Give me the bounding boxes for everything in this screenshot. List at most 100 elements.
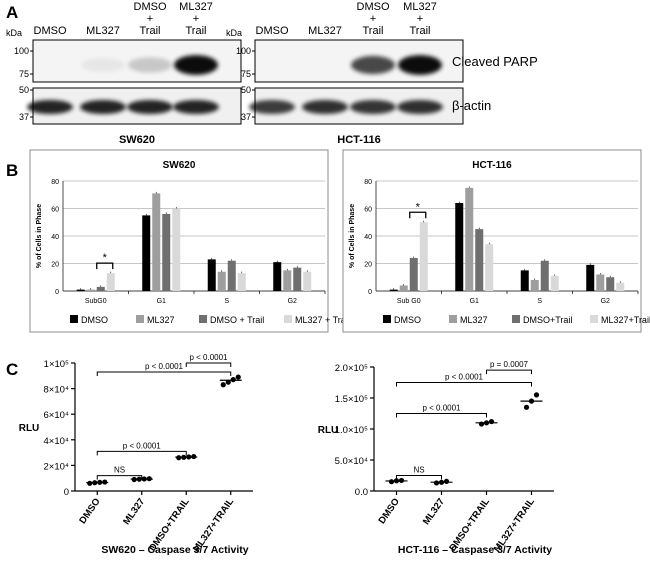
y-tick-label: 80	[364, 179, 372, 186]
legend-label: ML327+Trail	[601, 315, 650, 325]
bar	[273, 262, 282, 291]
actin-band	[27, 100, 73, 114]
bar	[76, 289, 85, 291]
lane-label: ML327	[308, 25, 342, 37]
significance-bracket	[409, 211, 427, 219]
bar	[152, 193, 161, 291]
bar	[303, 271, 312, 291]
chart-title: HCT-116	[472, 160, 512, 171]
legend-swatch	[199, 315, 207, 323]
actin-band	[397, 100, 443, 114]
actin-band	[249, 100, 295, 114]
legend-label: ML327	[147, 315, 175, 325]
bar	[389, 289, 398, 291]
data-point	[388, 479, 395, 485]
lane-label: DMSO	[134, 1, 167, 13]
parp-band	[351, 55, 395, 75]
bar	[96, 286, 105, 291]
legend-swatch	[512, 315, 520, 323]
legend-swatch	[449, 315, 457, 323]
x-tick-label: SubG0	[85, 298, 107, 305]
legend-label: ML327	[460, 315, 488, 325]
x-tick-label: G1	[157, 298, 166, 305]
legend-swatch	[70, 315, 78, 323]
y-tick-label: 1.5×10⁵	[335, 394, 368, 405]
bar	[596, 274, 605, 291]
x-tick-label: S	[537, 298, 542, 305]
legend-label: DMSO	[394, 315, 421, 325]
data-point	[230, 377, 236, 383]
bar-chart-HCT-116: HCT-116 0 20 40 60 80 % of Cells in Phase Sub G…	[342, 149, 650, 333]
x-tick-label: DMSO	[77, 496, 102, 526]
lane-label: +	[417, 13, 423, 25]
panel-letter-A: A	[6, 3, 18, 22]
y-tick-label: 8×10⁴	[44, 385, 69, 396]
lane-label: +	[193, 13, 199, 25]
x-tick-label: G2	[601, 298, 610, 305]
data-point	[176, 455, 182, 461]
lane-label: Trail	[186, 25, 207, 37]
panel-letter-C: C	[6, 360, 18, 379]
bar	[237, 273, 246, 291]
x-tick-label: DMSO	[377, 496, 402, 526]
y-axis-label: RLU	[19, 423, 40, 434]
kda-label: kDa	[226, 28, 242, 38]
data-point	[523, 404, 530, 410]
lane-label: DMSO	[34, 25, 67, 37]
blot-SW620: kDa DMSO ML327DMSO+TrailML327+Trail1007550…	[6, 1, 242, 146]
y-tick-label: 2×10⁴	[44, 461, 69, 472]
mw-marker: 100	[14, 46, 29, 56]
bar	[293, 267, 302, 291]
dot-plot-1: 0.0 5.0×10⁴ 1.0×10⁵ 1.5×10⁵ 2.0×10⁵ RLU DMSO ML…	[318, 360, 554, 556]
legend-swatch	[383, 315, 391, 323]
bar	[419, 222, 428, 291]
chart-title: SW620 – Caspase 3/7 Activity	[101, 544, 248, 556]
legend-swatch	[590, 315, 598, 323]
comparison-label: p = 0.0007	[490, 360, 529, 369]
data-point	[533, 392, 540, 398]
bar	[455, 203, 464, 291]
mw-marker: 50	[19, 85, 29, 95]
x-tick-label: G1	[470, 298, 479, 305]
mw-marker: 37	[241, 112, 251, 122]
bar	[409, 258, 418, 291]
row-label-parp: Cleaved PARP	[452, 54, 538, 69]
y-tick-label: 5.0×10⁴	[335, 456, 368, 467]
y-axis-label: % of Cells in Phase	[349, 204, 356, 268]
bar	[162, 214, 171, 291]
chart-frame	[342, 149, 642, 333]
x-tick-label: ML327	[421, 496, 447, 527]
bar	[399, 285, 408, 291]
lane-label: +	[370, 13, 376, 25]
lane-label: Trail	[363, 25, 384, 37]
bar	[550, 275, 559, 291]
parp-band	[398, 55, 442, 75]
significance-bracket	[96, 262, 114, 270]
bar	[227, 260, 236, 291]
bar	[465, 187, 474, 291]
row-label-actin: β-actin	[452, 98, 491, 113]
kda-label: kDa	[6, 28, 22, 38]
comparison-bracket	[96, 450, 187, 456]
bar	[475, 229, 484, 291]
legend-label: DMSO	[81, 315, 108, 325]
y-tick-label: 40	[51, 234, 59, 241]
lane-label: ML327	[86, 25, 120, 37]
lane-label: ML327	[403, 1, 437, 13]
y-tick-label: 0	[55, 289, 59, 296]
comparison-bracket	[396, 475, 442, 480]
comparison-bracket	[396, 413, 487, 418]
bar	[86, 289, 95, 291]
actin-band	[302, 100, 348, 114]
lane-label: DMSO	[357, 1, 390, 13]
bar	[606, 277, 615, 291]
comparison-label: p < 0.0001	[445, 373, 484, 382]
y-tick-label: 0	[64, 487, 69, 498]
actin-band	[127, 100, 173, 114]
bar	[106, 273, 115, 291]
comparison-bracket	[96, 475, 143, 480]
chart-title: HCT-116 – Caspase 3/7 Activity	[398, 544, 552, 556]
y-tick-label: 60	[364, 207, 372, 214]
